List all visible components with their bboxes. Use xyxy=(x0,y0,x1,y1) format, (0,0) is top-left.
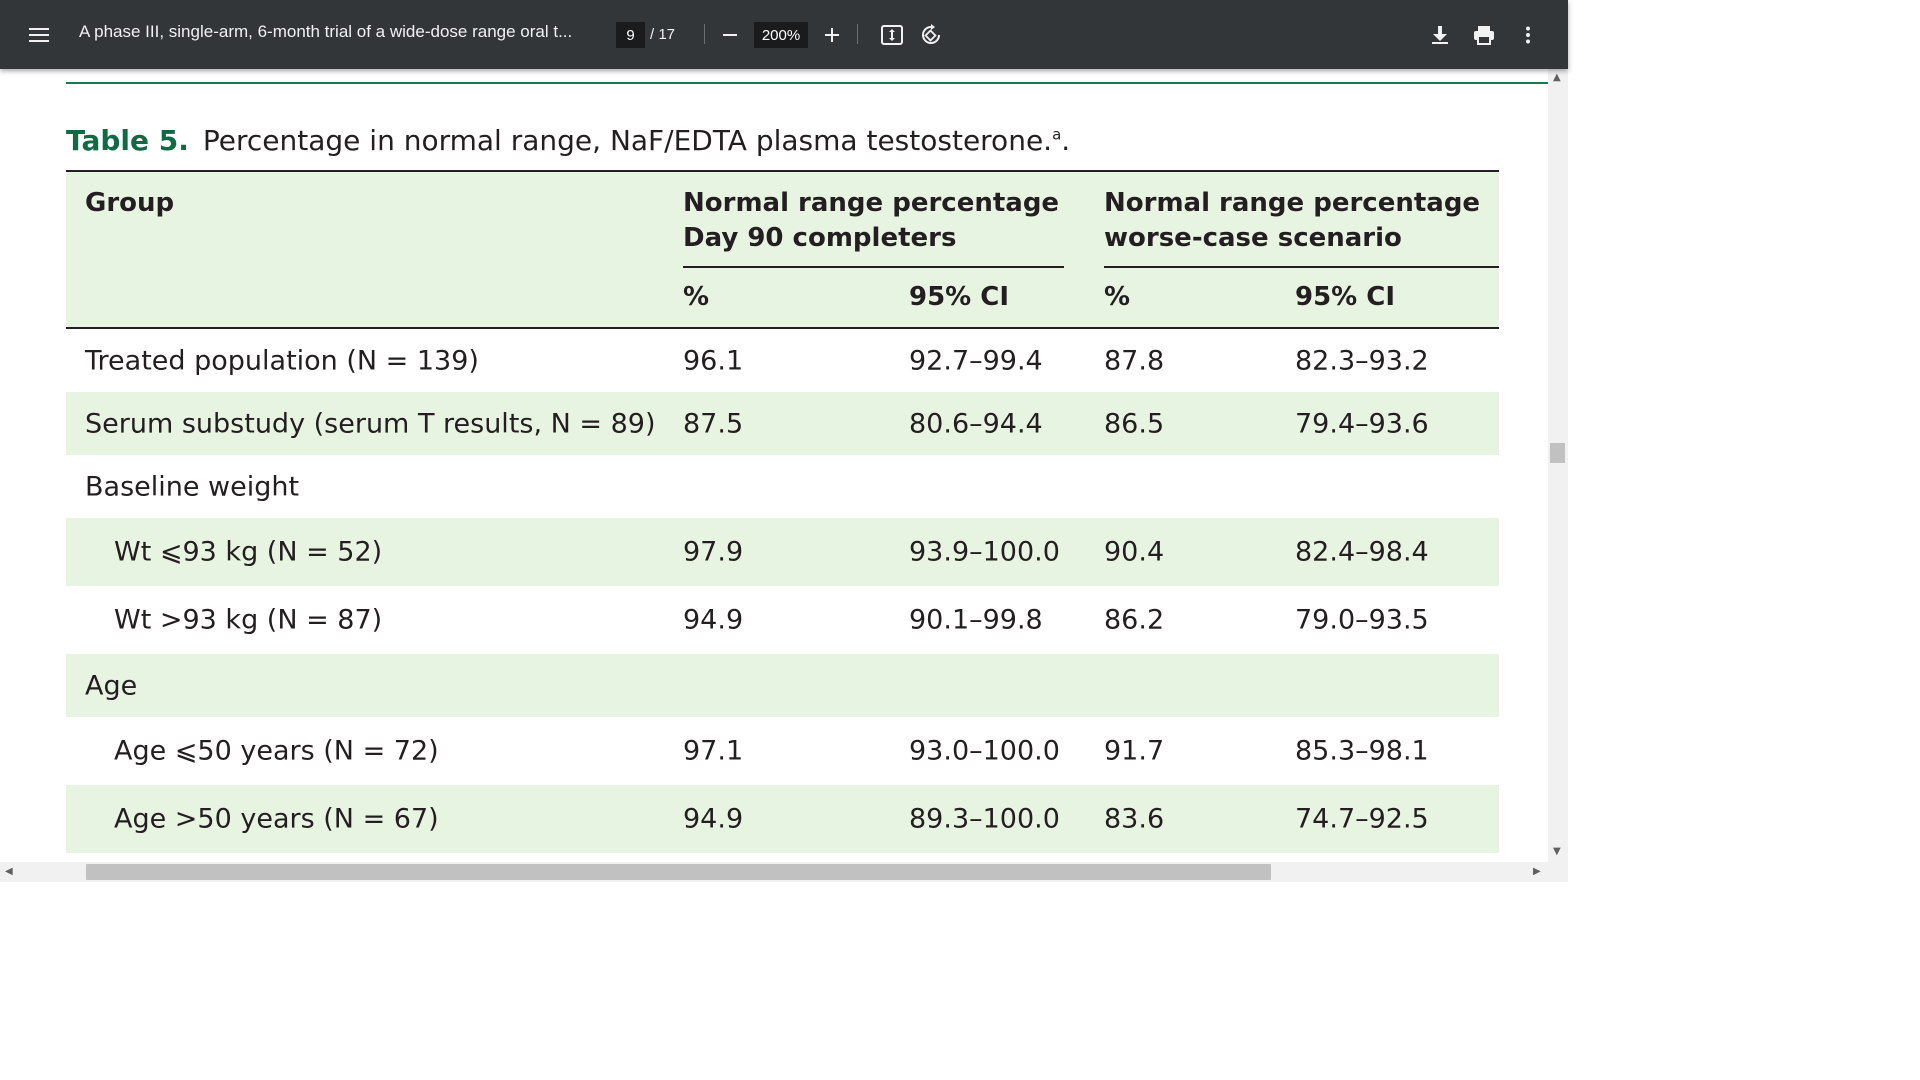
table-row: Wt >93 kg (N = 87) 94.9 90.1–99.8 86.2 7… xyxy=(66,586,1499,654)
header-ci-b: 95% CI xyxy=(1295,282,1396,312)
row-pct-b: 83.6 xyxy=(1104,803,1165,835)
table-row: Treated population (N = 139) 96.1 92.7–9… xyxy=(66,329,1499,392)
row-group: Serum substudy (serum T results, N = 89) xyxy=(85,408,656,439)
scroll-down-arrow-icon[interactable]: ▼ xyxy=(1553,846,1561,857)
row-pct-b: 91.7 xyxy=(1104,735,1165,767)
caption-period: . xyxy=(1061,124,1071,157)
vertical-scrollbar[interactable] xyxy=(1548,69,1568,862)
document-title: A phase III, single-arm, 6-month trial o… xyxy=(79,22,573,41)
section-label: Age xyxy=(85,670,138,701)
header-pct-a: % xyxy=(683,282,710,312)
header-span-rule-a xyxy=(683,266,1064,268)
page-rule xyxy=(66,82,1548,84)
header-col-b: Normal range percentage worse-case scena… xyxy=(1104,186,1480,256)
table-row: Age ⩽50 years (N = 72) 97.1 93.0–100.0 9… xyxy=(66,717,1499,785)
row-pct-b: 90.4 xyxy=(1104,536,1165,568)
row-pct-a: 94.9 xyxy=(683,604,744,636)
caption-text: Percentage in normal range, NaF/EDTA pla… xyxy=(202,124,1053,157)
table-row: Wt ⩽93 kg (N = 52) 97.9 93.9–100.0 90.4 … xyxy=(66,518,1499,586)
row-pct-a: 87.5 xyxy=(683,408,744,439)
page-number-input[interactable]: 9 xyxy=(616,22,645,48)
zoom-level-input[interactable]: 200% xyxy=(754,22,808,48)
row-pct-a: 94.9 xyxy=(683,803,744,835)
header-col-a-line2: Day 90 completers xyxy=(683,223,957,253)
page-total: / 17 xyxy=(650,26,676,43)
scrollbar-corner xyxy=(1548,862,1568,882)
more-options-icon[interactable] xyxy=(1510,17,1546,53)
row-group: Treated population (N = 139) xyxy=(85,345,479,376)
header-pct-b: % xyxy=(1104,282,1131,312)
row-ci-a: 80.6–94.4 xyxy=(909,408,1043,439)
row-ci-a: 93.9–100.0 xyxy=(909,536,1060,568)
horizontal-scroll-thumb[interactable] xyxy=(86,864,1271,880)
pdf-toolbar: A phase III, single-arm, 6-month trial o… xyxy=(0,0,1568,69)
header-col-b-line1: Normal range percentage xyxy=(1104,188,1481,218)
fit-page-icon[interactable] xyxy=(874,17,910,53)
table-row-section: Age xyxy=(66,654,1499,717)
table-row: Age >50 years (N = 67) 94.9 89.3–100.0 8… xyxy=(66,785,1499,853)
table-row: Serum substudy (serum T results, N = 89)… xyxy=(66,392,1499,455)
document-viewer[interactable]: Table 5. Percentage in normal range, NaF/… xyxy=(0,69,1548,862)
scroll-up-arrow-icon[interactable]: ▲ xyxy=(1553,72,1561,83)
table-caption: Table 5. Percentage in normal range, NaF/… xyxy=(66,124,1070,157)
hamburger-menu-icon[interactable] xyxy=(21,17,57,53)
header-ci-a: 95% CI xyxy=(909,282,1010,312)
header-group: Group xyxy=(85,188,175,218)
header-col-a-line1: Normal range percentage xyxy=(683,188,1060,218)
row-pct-a: 97.1 xyxy=(683,735,744,767)
row-pct-b: 86.5 xyxy=(1104,408,1165,439)
row-ci-b: 82.4–98.4 xyxy=(1295,536,1429,568)
caption-footnote-marker: a xyxy=(1052,125,1062,144)
vertical-scroll-thumb[interactable] xyxy=(1550,443,1565,463)
row-group: Age >50 years (N = 67) xyxy=(114,803,439,835)
table-number: Table 5. xyxy=(66,124,189,157)
print-icon[interactable] xyxy=(1466,17,1502,53)
row-ci-a: 92.7–99.4 xyxy=(909,345,1043,376)
row-ci-b: 79.0–93.5 xyxy=(1295,604,1429,636)
row-ci-b: 79.4–93.6 xyxy=(1295,408,1429,439)
zoom-in-icon[interactable] xyxy=(814,17,850,53)
row-ci-a: 89.3–100.0 xyxy=(909,803,1060,835)
row-group: Wt >93 kg (N = 87) xyxy=(114,604,383,636)
row-pct-b: 87.8 xyxy=(1104,345,1165,376)
rotate-icon[interactable] xyxy=(913,17,949,53)
table-row-section: Baseline weight xyxy=(66,455,1499,518)
scroll-left-arrow-icon[interactable]: ◀ xyxy=(5,866,13,877)
toolbar-divider xyxy=(857,24,858,44)
row-group: Wt ⩽93 kg (N = 52) xyxy=(114,536,383,568)
row-ci-b: 85.3–98.1 xyxy=(1295,735,1429,767)
header-col-b-line2: worse-case scenario xyxy=(1104,223,1402,253)
header-col-a: Normal range percentage Day 90 completer… xyxy=(683,186,1059,256)
zoom-out-icon[interactable] xyxy=(712,17,748,53)
section-label: Baseline weight xyxy=(85,471,300,502)
download-icon[interactable] xyxy=(1422,17,1458,53)
row-ci-b: 74.7–92.5 xyxy=(1295,803,1429,835)
table-header: Group Normal range percentage Day 90 com… xyxy=(66,170,1499,329)
row-group: Age ⩽50 years (N = 72) xyxy=(114,735,439,767)
row-ci-a: 93.0–100.0 xyxy=(909,735,1060,767)
row-ci-a: 90.1–99.8 xyxy=(909,604,1043,636)
header-span-rule-b xyxy=(1104,266,1499,268)
data-table: Group Normal range percentage Day 90 com… xyxy=(66,170,1499,853)
row-pct-b: 86.2 xyxy=(1104,604,1165,636)
row-pct-a: 97.9 xyxy=(683,536,744,568)
scroll-right-arrow-icon[interactable]: ▶ xyxy=(1533,866,1541,877)
row-ci-b: 82.3–93.2 xyxy=(1295,345,1429,376)
toolbar-divider xyxy=(704,24,705,44)
row-pct-a: 96.1 xyxy=(683,345,744,376)
